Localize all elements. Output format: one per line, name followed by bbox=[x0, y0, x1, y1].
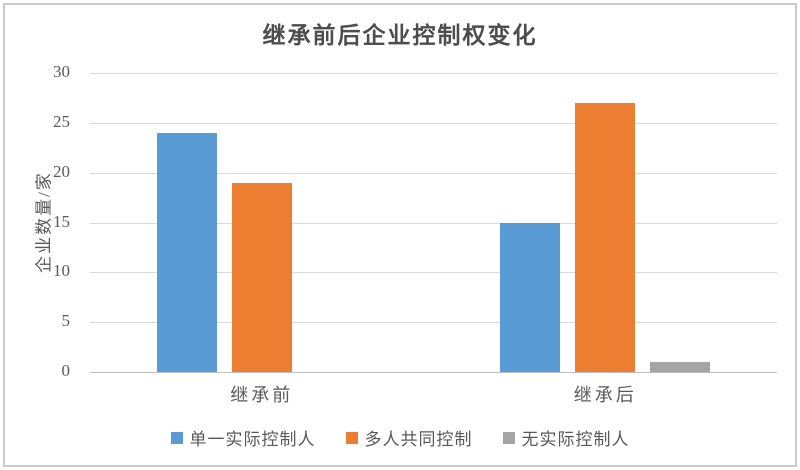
x-category-label-1: 继承后 bbox=[573, 385, 637, 405]
legend: 单一实际控制人 多人共同控制 无实际控制人 bbox=[0, 425, 800, 450]
bar-group0-series0 bbox=[156, 132, 217, 372]
gridline-y-30 bbox=[90, 73, 777, 74]
legend-label: 无实际控制人 bbox=[521, 430, 630, 449]
y-tick-label-30: 30 bbox=[53, 62, 70, 81]
chart-title: 继承前后企业控制权变化 bbox=[262, 23, 538, 48]
y-tick-label-25: 25 bbox=[53, 111, 70, 131]
y-tick-label-10: 10 bbox=[53, 261, 70, 281]
y-tick-label-0: 0 bbox=[61, 361, 71, 380]
bar-group0-series1 bbox=[231, 182, 292, 372]
bar-group1-series0 bbox=[500, 222, 561, 372]
y-tick-label-20: 20 bbox=[53, 161, 70, 181]
gridline-y-25 bbox=[90, 122, 777, 124]
legend-item-2: 无实际控制人 bbox=[502, 425, 630, 450]
legend-label: 多人共同控制 bbox=[364, 430, 473, 449]
gridline-y-10 bbox=[90, 272, 777, 274]
y-tick-label-5: 5 bbox=[61, 311, 71, 331]
y-tick-label-15: 15 bbox=[53, 211, 70, 231]
bar-group1-series2 bbox=[650, 362, 711, 372]
legend-item-0: 单一实际控制人 bbox=[170, 425, 316, 450]
bar-group1-series1 bbox=[575, 102, 636, 372]
gridline-y-20 bbox=[90, 172, 777, 174]
x-category-label-0: 继承前 bbox=[230, 385, 294, 405]
legend-item-1: 多人共同控制 bbox=[345, 425, 473, 450]
x-axis-line bbox=[90, 372, 777, 373]
plot-area bbox=[90, 73, 777, 373]
gridline-y-5 bbox=[90, 322, 777, 324]
legend-swatch-icon bbox=[170, 431, 183, 444]
legend-swatch-icon bbox=[345, 431, 358, 444]
legend-swatch-icon bbox=[502, 431, 515, 444]
y-axis-tick-labels: 0 5 10 15 20 25 30 bbox=[0, 62, 71, 380]
legend-label: 单一实际控制人 bbox=[189, 430, 316, 449]
x-axis-category-labels: 继承前 继承后 bbox=[90, 381, 777, 407]
gridline-y-15 bbox=[90, 222, 777, 224]
